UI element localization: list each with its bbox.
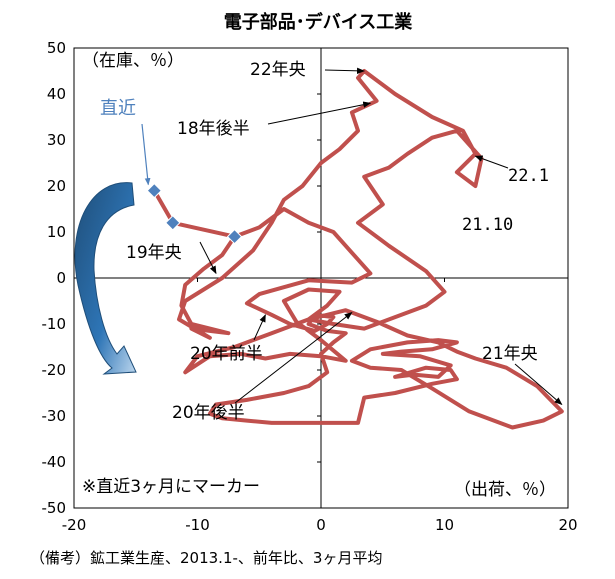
annotation-18-second-half: 18年後半 <box>177 101 372 139</box>
annotation-19-mid: 19年央 <box>126 241 217 275</box>
annotation-latest: 直近 <box>100 98 151 186</box>
x-tick-label: -20 <box>62 516 87 534</box>
annotation-22-mid: 22年央 <box>250 60 366 80</box>
y-tick-label: -50 <box>42 499 67 517</box>
y-tick-label: 30 <box>47 131 66 149</box>
footnote: （備考）鉱工業生産、2013.1-、前年比、3ヶ月平均 <box>30 549 382 567</box>
y-axis-label: （在庫、％） <box>82 51 184 71</box>
x-tick-label: 20 <box>558 516 577 534</box>
marker-note: ※直近3ヶ月にマーカー <box>82 477 260 497</box>
y-tick-label: -20 <box>42 361 67 379</box>
x-tick-label: -10 <box>185 516 210 534</box>
y-tick-label: 40 <box>47 85 66 103</box>
recent-marker <box>146 182 162 199</box>
x-tick-label: 10 <box>435 516 454 534</box>
x-axis-label: （出荷、％） <box>454 480 556 500</box>
svg-text:直近: 直近 <box>100 98 136 119</box>
y-tick-label: -10 <box>42 315 67 333</box>
svg-text:22.1: 22.1 <box>508 166 549 186</box>
svg-text:21年央: 21年央 <box>482 344 538 364</box>
svg-text:20年後半: 20年後半 <box>172 403 245 423</box>
y-tick-label: 10 <box>47 223 66 241</box>
annotation-21-mid: 21年央 <box>482 344 563 406</box>
recent-marker <box>165 215 181 231</box>
y-tick-label: 50 <box>47 39 66 57</box>
recent-marker <box>226 228 243 245</box>
recent-markers <box>146 182 243 245</box>
annotation-20-second-half: 20年後半 <box>172 312 353 423</box>
y-tick-labels: 50 40 30 20 10 0 -10 -20 -30 -40 -50 <box>42 39 321 517</box>
y-tick-label: 20 <box>47 177 66 195</box>
annotation-22-1: 22.1 <box>474 155 549 186</box>
svg-text:20年前半: 20年前半 <box>190 344 263 364</box>
y-tick-label: -30 <box>42 407 67 425</box>
y-tick-label: -40 <box>42 453 67 471</box>
svg-text:19年央: 19年央 <box>126 243 182 263</box>
annotation-20-first-half: 20年前半 <box>190 314 266 364</box>
chart-title: 電子部品･デバイス工業 <box>224 11 413 33</box>
svg-text:22年央: 22年央 <box>250 60 306 80</box>
annotation-21-10: 21.10 <box>462 215 513 235</box>
x-tick-labels: -20 -10 0 10 20 <box>62 278 578 534</box>
cycle-direction-arrow <box>74 182 137 375</box>
y-tick-label: 0 <box>56 269 66 287</box>
svg-text:21.10: 21.10 <box>462 215 513 235</box>
x-tick-label: 0 <box>316 516 326 534</box>
svg-text:18年後半: 18年後半 <box>177 119 250 139</box>
